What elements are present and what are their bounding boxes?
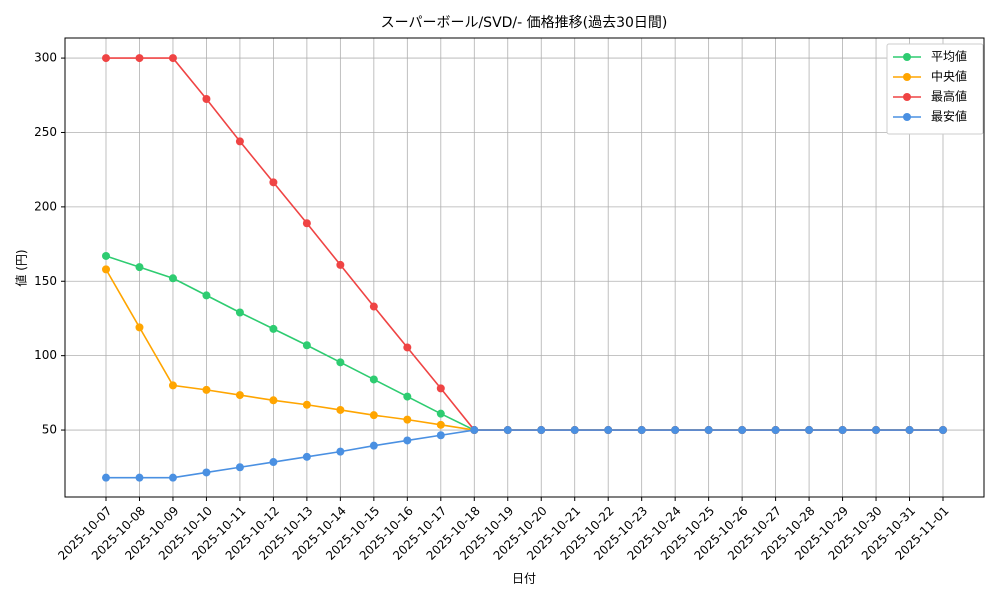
y-tick-label: 100 bbox=[34, 348, 57, 362]
data-point bbox=[102, 473, 110, 482]
data-point bbox=[202, 95, 211, 104]
data-point bbox=[235, 308, 244, 317]
data-point bbox=[369, 411, 378, 420]
legend-label: 中央値 bbox=[931, 69, 967, 84]
legend-marker bbox=[903, 93, 911, 101]
y-tick-label: 50 bbox=[42, 423, 57, 437]
series-line bbox=[105, 268, 943, 431]
data-point bbox=[235, 463, 244, 472]
data-point bbox=[135, 323, 144, 332]
data-point bbox=[168, 274, 177, 283]
data-point bbox=[336, 405, 345, 414]
y-tick-label: 300 bbox=[34, 51, 57, 65]
legend-marker bbox=[903, 73, 911, 81]
y-tick-label: 150 bbox=[34, 274, 57, 288]
data-point bbox=[403, 436, 412, 445]
data-point bbox=[302, 219, 311, 228]
legend-label: 平均値 bbox=[931, 49, 967, 64]
data-point bbox=[202, 468, 211, 477]
data-point bbox=[604, 426, 613, 435]
data-point bbox=[671, 426, 680, 435]
data-point bbox=[135, 263, 144, 272]
data-point bbox=[570, 426, 579, 435]
data-point bbox=[269, 396, 278, 405]
legend-box bbox=[886, 43, 984, 135]
y-tick-label: 200 bbox=[34, 199, 57, 213]
data-point bbox=[302, 452, 311, 461]
data-point bbox=[704, 426, 713, 435]
data-point bbox=[235, 391, 244, 400]
data-point bbox=[436, 431, 445, 440]
data-point bbox=[738, 426, 747, 435]
data-point bbox=[369, 441, 378, 450]
data-point bbox=[403, 415, 412, 424]
data-point bbox=[102, 251, 110, 260]
series-line bbox=[105, 255, 943, 431]
data-point bbox=[302, 400, 311, 409]
data-point bbox=[537, 426, 546, 435]
data-point bbox=[168, 473, 177, 482]
data-point bbox=[235, 137, 244, 146]
data-point bbox=[269, 458, 278, 467]
data-point bbox=[905, 426, 914, 435]
legend-label: 最安値 bbox=[931, 109, 967, 124]
data-point bbox=[436, 409, 445, 418]
data-point bbox=[805, 426, 814, 435]
data-point bbox=[168, 381, 177, 390]
chart-title: スーパーボール/SVD/- 価格推移(過去30日間) bbox=[381, 15, 668, 31]
data-point bbox=[838, 426, 847, 435]
data-point bbox=[269, 324, 278, 333]
data-point bbox=[336, 447, 345, 456]
data-point bbox=[403, 343, 412, 352]
x-axis-label: 日付 bbox=[512, 572, 536, 586]
data-point bbox=[470, 426, 479, 435]
plot-frame bbox=[64, 37, 985, 498]
data-point bbox=[503, 426, 512, 435]
data-point bbox=[135, 54, 144, 63]
data-point bbox=[637, 426, 646, 435]
data-point bbox=[872, 426, 881, 435]
series-line bbox=[106, 429, 943, 479]
legend-label: 最高値 bbox=[931, 89, 967, 104]
data-point bbox=[102, 265, 110, 274]
data-point bbox=[939, 426, 947, 435]
data-point bbox=[135, 473, 144, 482]
data-point bbox=[336, 358, 345, 367]
data-point bbox=[436, 384, 445, 393]
y-axis-label: 値 (円) bbox=[14, 249, 29, 286]
data-point bbox=[202, 385, 211, 394]
legend-marker bbox=[903, 113, 911, 121]
series-line bbox=[106, 57, 943, 431]
data-point bbox=[336, 260, 345, 269]
data-point bbox=[302, 341, 311, 350]
data-point bbox=[102, 54, 110, 63]
data-point bbox=[369, 375, 378, 384]
data-point bbox=[269, 178, 278, 187]
data-point bbox=[168, 54, 177, 63]
data-point bbox=[202, 291, 211, 300]
data-point bbox=[436, 420, 445, 429]
y-tick-label: 250 bbox=[34, 125, 57, 139]
legend-marker bbox=[903, 53, 911, 61]
data-point bbox=[403, 392, 412, 401]
data-point bbox=[771, 426, 780, 435]
data-point bbox=[369, 302, 378, 311]
